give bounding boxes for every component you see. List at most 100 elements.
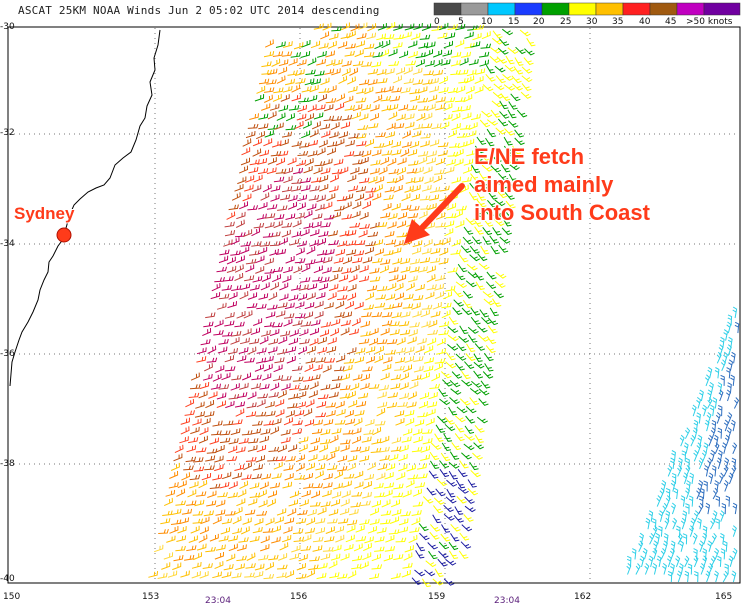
wind-barb	[732, 442, 738, 455]
wind-barb	[276, 157, 286, 166]
wind-barb	[680, 517, 686, 530]
wind-barb	[228, 438, 239, 445]
wind-barb	[265, 311, 276, 319]
wind-barb	[281, 51, 293, 57]
wind-barb	[383, 554, 393, 562]
wind-barb	[214, 319, 224, 328]
wind-barb	[418, 156, 428, 165]
wind-barb	[483, 298, 495, 306]
legend-label: 45	[665, 17, 677, 27]
wind-barb	[494, 209, 505, 218]
wind-barb	[680, 495, 686, 507]
wind-barb	[454, 415, 466, 423]
wind-barb	[256, 85, 266, 94]
wind-barb	[408, 160, 419, 166]
wind-barb	[199, 526, 209, 535]
wind-barb	[385, 535, 395, 543]
wind-barb	[508, 163, 520, 171]
wind-barb	[188, 437, 199, 444]
wind-barb	[453, 289, 464, 298]
wind-barb	[157, 572, 168, 579]
wind-barb	[196, 543, 207, 551]
wind-barb	[516, 109, 528, 118]
wind-barb	[359, 177, 370, 184]
legend-swatch	[541, 2, 570, 16]
wind-barb	[369, 222, 380, 229]
wind-barb	[354, 193, 365, 202]
wind-barb	[330, 328, 340, 337]
wind-barb	[485, 137, 495, 147]
wind-barb	[291, 428, 303, 435]
wind-barb	[322, 256, 333, 264]
wind-barb	[438, 550, 449, 559]
wind-barb	[324, 68, 335, 75]
wind-barb	[259, 149, 270, 157]
wind-barb	[713, 570, 719, 583]
wind-barb	[388, 168, 399, 175]
wind-barb	[692, 427, 698, 439]
wind-barb	[269, 482, 281, 489]
wind-barb	[439, 398, 451, 406]
wind-barb	[460, 245, 472, 253]
wind-barb	[252, 464, 264, 471]
wind-barb	[486, 119, 499, 126]
wind-barb	[333, 158, 344, 166]
wind-barb	[684, 555, 690, 568]
lat-label: -32	[0, 128, 15, 138]
wind-barb	[626, 555, 632, 567]
wind-barb	[723, 480, 729, 492]
wind-barb	[293, 536, 305, 542]
wind-barb	[267, 68, 278, 76]
wind-barb	[515, 46, 526, 55]
wind-barb	[489, 235, 500, 244]
wind-barb	[163, 552, 174, 560]
wind-barb	[297, 293, 308, 301]
wind-barb	[454, 506, 464, 515]
wind-barb	[272, 51, 284, 57]
wind-barb	[474, 343, 485, 351]
wind-barb	[369, 327, 379, 336]
wind-barb	[708, 472, 714, 485]
wind-barb	[670, 457, 675, 469]
wind-barb	[289, 384, 300, 391]
wind-barb	[322, 482, 333, 489]
wind-barb	[188, 392, 200, 398]
wind-barb	[447, 87, 459, 94]
wind-barb	[304, 419, 315, 427]
wind-barb	[409, 527, 420, 533]
wind-barb	[508, 174, 518, 183]
wind-barb	[311, 428, 323, 435]
wind-barb	[265, 517, 275, 526]
wind-barb	[169, 470, 179, 479]
wind-barb	[424, 569, 436, 577]
wind-barb	[507, 109, 517, 119]
wind-barb	[356, 32, 367, 40]
wind-barb	[288, 337, 299, 345]
wind-barb	[523, 57, 534, 66]
wind-barb	[290, 52, 301, 58]
wind-barb	[318, 174, 329, 183]
wind-barb	[441, 524, 451, 533]
wind-barb	[267, 498, 276, 507]
wind-barb	[255, 266, 265, 274]
wind-barb	[273, 364, 283, 373]
wind-barb	[284, 473, 294, 481]
wind-barb	[660, 548, 666, 560]
wind-barb	[241, 147, 251, 156]
wind-barb	[228, 445, 238, 454]
wind-barb	[215, 544, 226, 551]
wind-barb	[331, 428, 342, 435]
wind-barb	[718, 344, 724, 356]
wind-barb	[707, 397, 713, 409]
wind-barb	[462, 166, 472, 174]
wind-barb	[469, 182, 480, 191]
wind-barb	[209, 437, 219, 445]
wind-barb	[398, 320, 410, 327]
wind-barb	[346, 525, 356, 533]
wind-barb	[651, 518, 657, 530]
wind-barb	[227, 535, 239, 542]
wind-barb	[270, 194, 280, 202]
wind-barb	[676, 570, 682, 583]
wind-barb	[238, 347, 249, 354]
wind-barb	[467, 326, 479, 334]
